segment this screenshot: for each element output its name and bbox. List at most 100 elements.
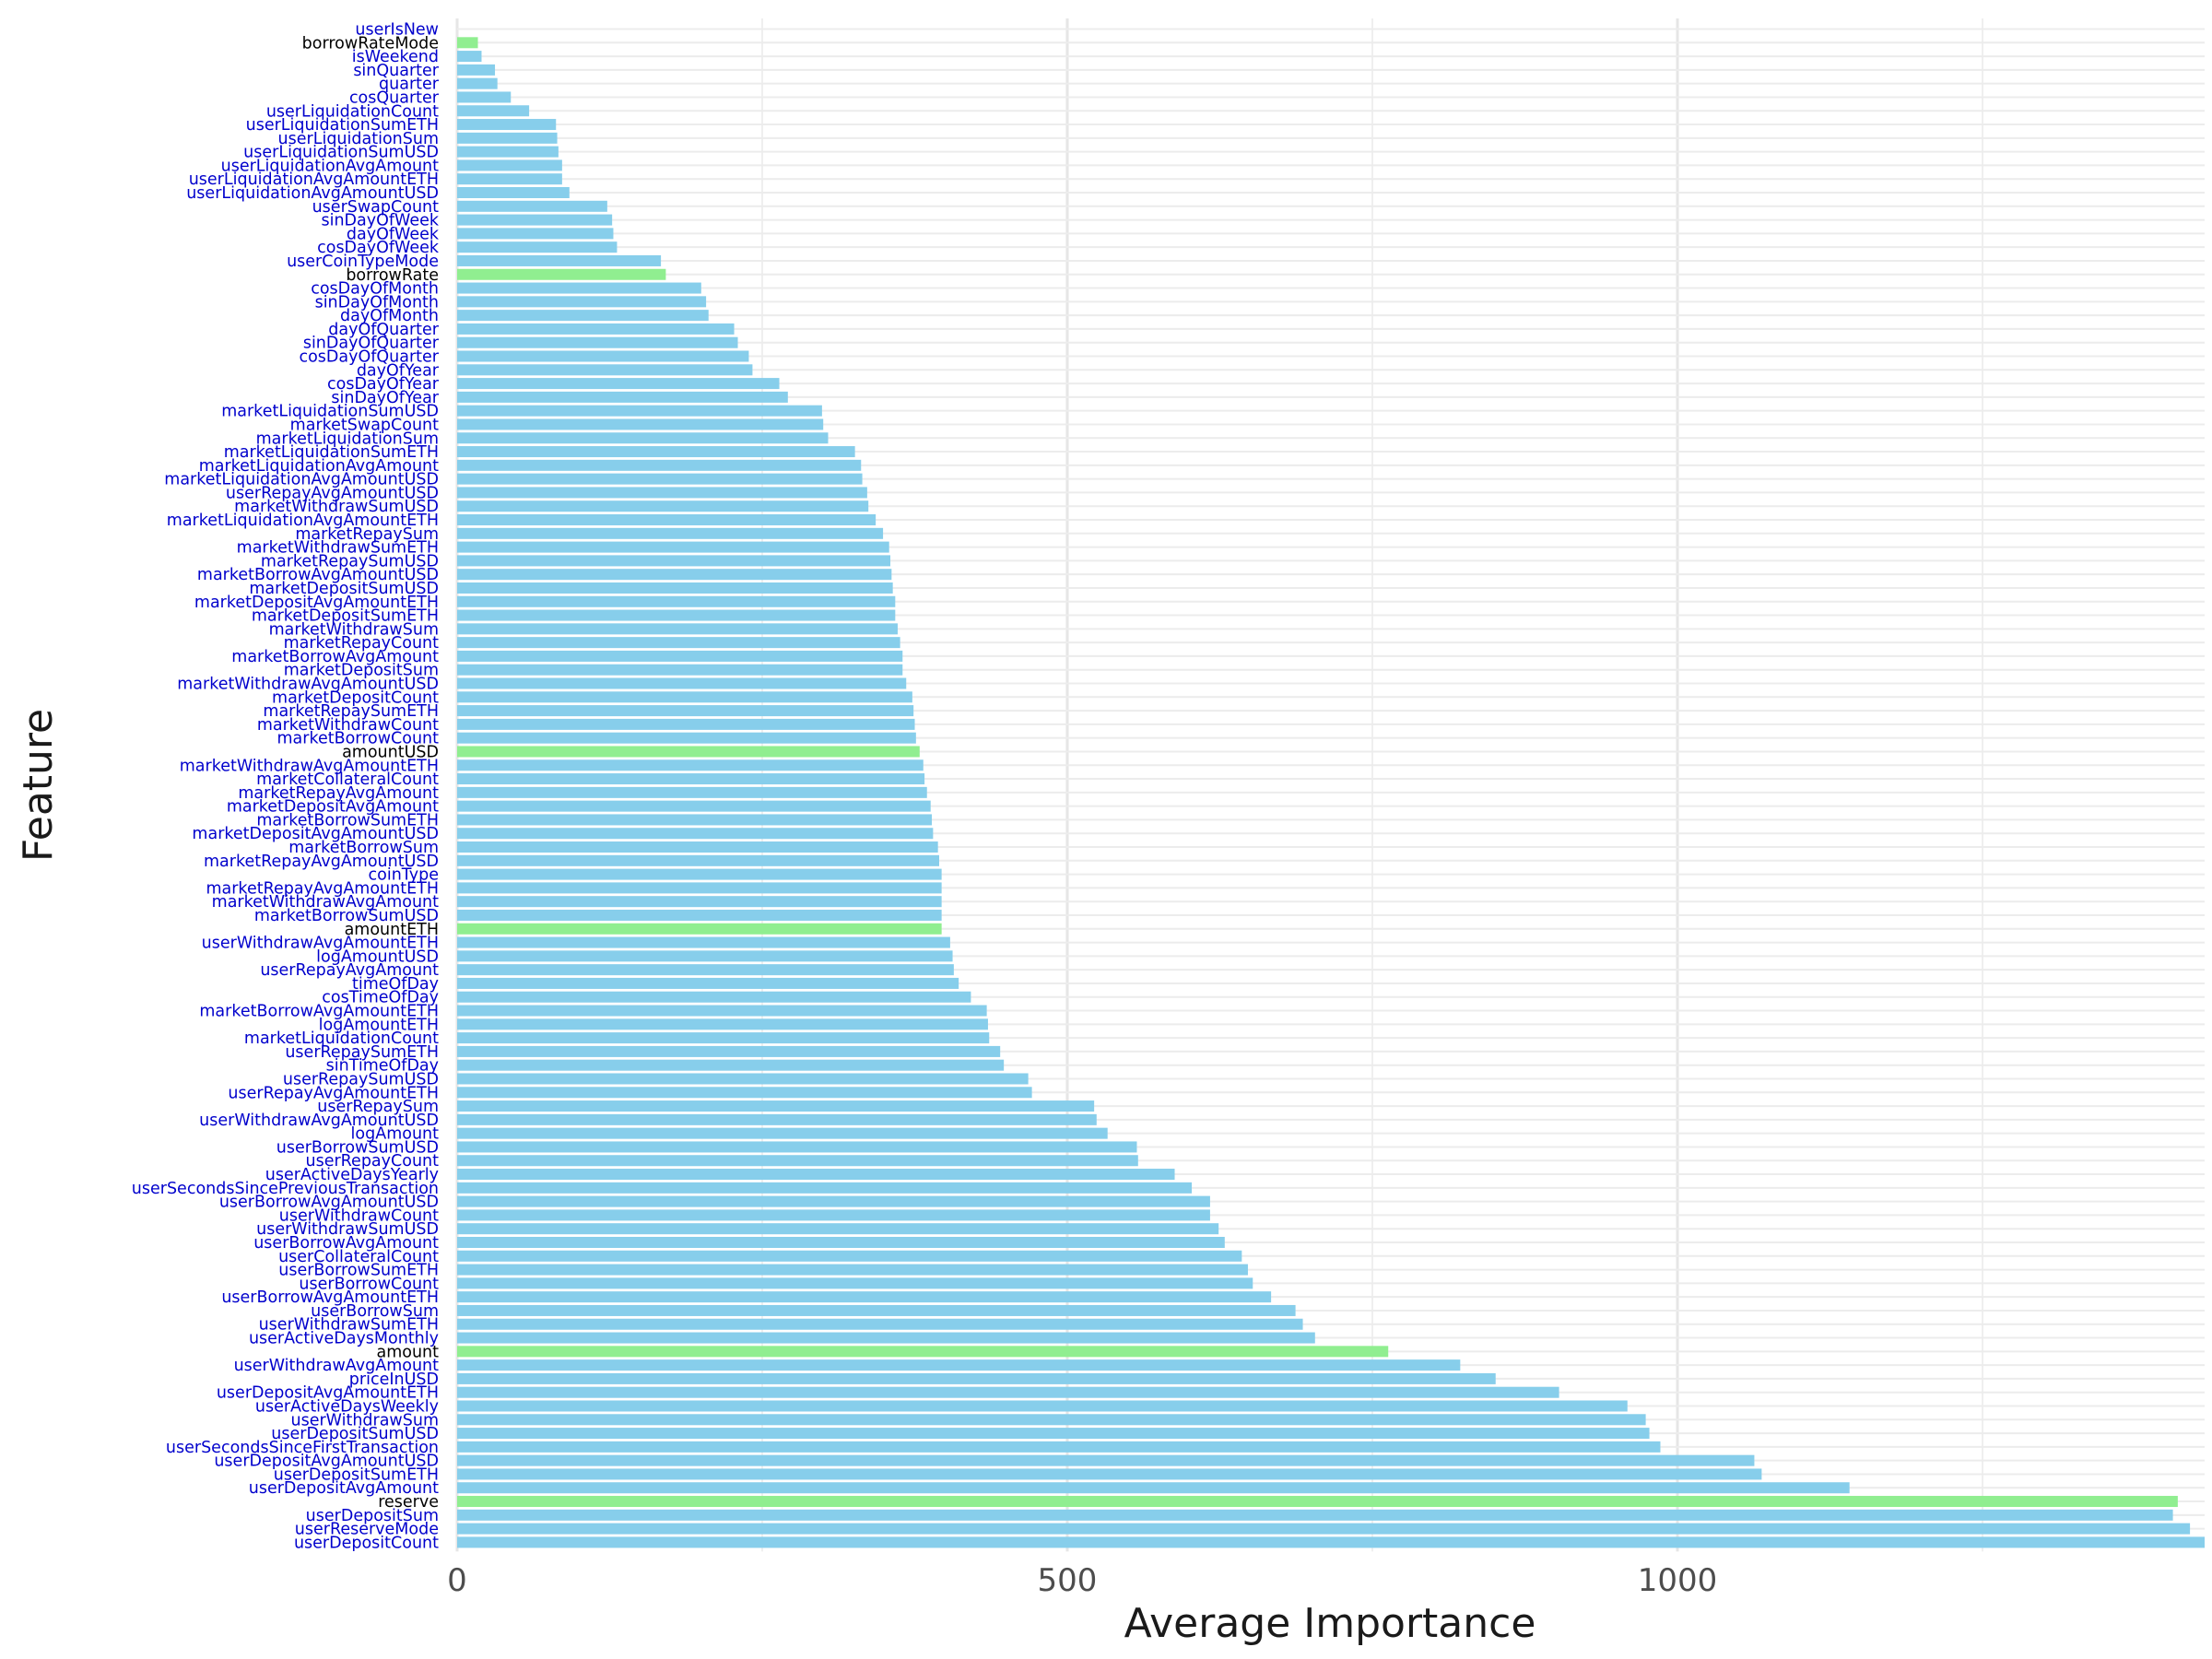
bar-userRepaySumUSD xyxy=(457,1073,1029,1085)
y-tick-label: dayOfQuarter xyxy=(328,321,440,339)
bar-marketDepositSumUSD xyxy=(457,582,893,594)
y-tick-label: userBorrowCount xyxy=(299,1275,439,1293)
x-tick-label: 1000 xyxy=(1638,1562,1718,1599)
y-tick-label: userDepositSumETH xyxy=(274,1465,439,1484)
y-tick-label: isWeekend xyxy=(352,48,439,66)
bar-marketLiquidationAvgAmount xyxy=(457,459,862,471)
bar-marketRepayAvgAmountUSD xyxy=(457,854,939,866)
bar-marketWithdrawAvgAmountUSD xyxy=(457,677,907,689)
bar-sinDayOfMonth xyxy=(457,296,707,308)
bar-userLiquidationSumETH xyxy=(457,119,557,131)
bar-userSecondsSincePreviousTransaction xyxy=(457,1182,1193,1194)
bar-sinDayOfYear xyxy=(457,391,788,403)
bar-dayOfYear xyxy=(457,364,753,376)
x-tick-label: 0 xyxy=(447,1562,467,1599)
bar-userSwapCount xyxy=(457,200,607,212)
y-tick-label: cosDayOfYear xyxy=(327,375,440,394)
y-tick-label: userRepaySum xyxy=(317,1098,439,1116)
bar-marketBorrowAvgAmount xyxy=(457,650,903,662)
bar-reserve xyxy=(457,1496,2178,1508)
y-tick-label: marketBorrowCount xyxy=(276,730,439,748)
bar-userDepositAvgAmountUSD xyxy=(457,1454,1755,1466)
bar-timeOfDay xyxy=(457,977,959,989)
bar-marketLiquidationSumETH xyxy=(457,446,855,458)
bar-marketDepositAvgAmountETH xyxy=(457,595,896,607)
bar-amount xyxy=(457,1346,1389,1358)
bar-marketWithdrawSumETH xyxy=(457,541,889,553)
bar-cosDayOfWeek xyxy=(457,241,618,253)
bar-dayOfQuarter xyxy=(457,323,735,335)
y-tick-label: userDepositCount xyxy=(294,1534,439,1552)
y-tick-label: coinType xyxy=(369,866,439,885)
y-tick-label: userIsNew xyxy=(355,21,439,40)
y-tick-labels: userIsNewborrowRateModeisWeekendsinQuart… xyxy=(132,21,440,1553)
y-tick-label: sinQuarter xyxy=(353,62,439,80)
y-tick-label: marketLiquidationSumUSD xyxy=(221,403,439,421)
y-tick-label: userSwapCount xyxy=(312,198,440,217)
bar-borrowRateMode xyxy=(457,37,478,49)
bar-cosDayOfQuarter xyxy=(457,350,749,362)
y-tick-label: marketDepositSum xyxy=(284,662,439,680)
y-tick-label: dayOfWeek xyxy=(347,225,440,243)
bar-userLiquidationAvgAmount xyxy=(457,159,562,171)
bar-marketWithdrawSum xyxy=(457,623,898,635)
y-tick-label: marketBorrowSumETH xyxy=(256,811,439,830)
bar-userReserveMode xyxy=(457,1523,2191,1535)
y-tick-label: borrowRate xyxy=(346,266,439,285)
y-tick-label: userRepayAvgAmountUSD xyxy=(226,484,439,502)
bar-userWithdrawCount xyxy=(457,1209,1210,1221)
bar-marketRepaySumETH xyxy=(457,705,914,717)
y-tick-label: marketDepositSumUSD xyxy=(249,580,439,598)
bar-userActiveDaysMonthly xyxy=(457,1332,1315,1344)
y-tick-label: userWithdrawSumUSD xyxy=(256,1220,439,1239)
y-tick-label: userBorrowSum xyxy=(311,1302,439,1321)
y-tick-label: reserve xyxy=(378,1493,439,1512)
y-tick-label: marketDepositCount xyxy=(272,688,439,707)
x-tick-label: 500 xyxy=(1038,1562,1098,1599)
bar-marketLiquidationSumUSD xyxy=(457,405,822,417)
bar-userDepositSum xyxy=(457,1509,2173,1521)
bar-marketDepositCount xyxy=(457,691,912,703)
bar-marketRepaySumUSD xyxy=(457,555,891,567)
bar-cosDayOfYear xyxy=(457,378,780,390)
bar-userActiveDaysYearly xyxy=(457,1169,1175,1181)
bar-userLiquidationAvgAmountUSD xyxy=(457,187,570,199)
y-tick-label: cosDayOfWeek xyxy=(317,239,440,257)
y-tick-label: marketLiquidationSumETH xyxy=(224,443,439,462)
y-tick-label: marketRepayAvgAmountUSD xyxy=(204,853,439,871)
bar-amountETH xyxy=(457,923,942,935)
y-tick-label: marketDepositAvgAmountETH xyxy=(194,594,439,612)
y-tick-label: cosQuarter xyxy=(349,88,440,107)
bar-priceInUSD xyxy=(457,1372,1496,1384)
y-tick-label: userCollateralCount xyxy=(278,1248,439,1266)
bar-userBorrowCount xyxy=(457,1277,1253,1289)
y-tick-label: marketRepaySumETH xyxy=(263,702,439,721)
bar-userDepositAvgAmountETH xyxy=(457,1386,1559,1398)
bar-marketDepositSum xyxy=(457,664,903,676)
x-axis-title: Average Importance xyxy=(1124,1600,1536,1647)
y-tick-label: userLiquidationAvgAmountUSD xyxy=(186,184,439,203)
y-tick-label: userWithdrawSumETH xyxy=(259,1316,439,1335)
y-tick-label: userActiveDaysYearly xyxy=(265,1166,439,1184)
y-tick-label: userWithdrawAvgAmount xyxy=(234,1357,440,1375)
y-tick-label: userCoinTypeMode xyxy=(287,253,439,271)
y-tick-label: userWithdrawAvgAmountUSD xyxy=(199,1112,439,1130)
bar-marketLiquidationSum xyxy=(457,432,829,444)
bar-marketBorrowCount xyxy=(457,732,916,744)
bar-marketRepayAvgAmountETH xyxy=(457,882,942,894)
y-tick-label: sinDayOfWeek xyxy=(321,212,439,230)
y-tick-label: userBorrowAvgAmount xyxy=(253,1234,439,1253)
y-tick-label: marketSwapCount xyxy=(290,416,439,434)
bar-userRepayAvgAmountUSD xyxy=(457,487,867,499)
bar-dayOfMonth xyxy=(457,310,709,322)
y-tick-label: userRepaySumUSD xyxy=(283,1070,439,1088)
y-tick-label: marketRepayAvgAmount xyxy=(238,784,439,803)
y-tick-label: userActiveDaysMonthly xyxy=(249,1330,439,1348)
bar-userBorrowAvgAmountETH xyxy=(457,1291,1272,1303)
bar-marketRepayAvgAmount xyxy=(457,786,927,798)
bar-marketWithdrawCount xyxy=(457,718,915,730)
bar-marketWithdrawAvgAmount xyxy=(457,896,942,908)
y-tick-label: marketLiquidationAvgAmountUSD xyxy=(164,471,439,489)
bar-logAmount xyxy=(457,1127,1108,1139)
bar-marketSwapCount xyxy=(457,418,824,430)
